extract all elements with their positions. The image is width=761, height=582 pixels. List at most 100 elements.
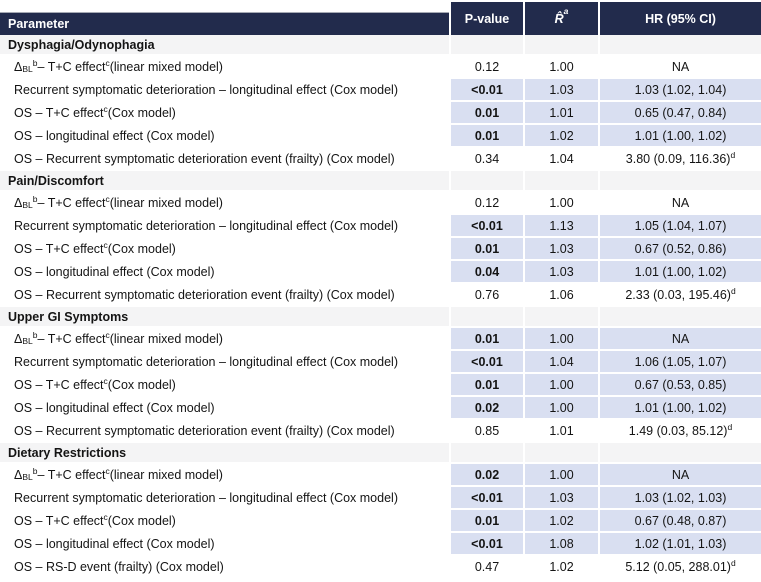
r-hat-cell: 1.03 xyxy=(523,261,598,284)
parameter-cell: OS – T+C effect c (Cox model) xyxy=(0,374,449,397)
hr-ci-cell: 1.05 (1.04, 1.07) xyxy=(598,215,761,238)
hr-ci-cell: 1.06 (1.05, 1.07) xyxy=(598,351,761,374)
section-empty-p-cell xyxy=(449,307,523,328)
hr-ci-cell: 1.01 (1.00, 1.02) xyxy=(598,125,761,148)
data-row: OS – longitudinal effect (Cox model) 0.02… xyxy=(0,397,761,420)
data-row: Recurrent symptomatic deterioration – lo… xyxy=(0,487,761,510)
section-title-cell: Upper GI Symptoms xyxy=(0,307,449,328)
column-header-label: R̂a xyxy=(554,5,569,26)
r-hat-cell: 1.13 xyxy=(523,215,598,238)
data-row: Δ BL b – T+C effect c (linear mixed model) 0… xyxy=(0,464,761,487)
data-row: OS – Recurrent symptomatic deterioration… xyxy=(0,420,761,443)
r-hat-cell: 1.00 xyxy=(523,56,598,79)
hr-ci-cell: NA xyxy=(598,328,761,351)
p-value-cell: 0.34 xyxy=(449,148,523,171)
section-title-cell: Dietary Restrictions xyxy=(0,443,449,464)
section-empty-r-cell xyxy=(523,443,598,464)
r-hat-cell: 1.06 xyxy=(523,284,598,307)
parameter-cell: OS – T+C effect c (Cox model) xyxy=(0,238,449,261)
parameter-cell: Δ BL b – T+C effect c (linear mixed model) xyxy=(0,192,449,215)
p-value-cell: <0.01 xyxy=(449,487,523,510)
section-empty-p-cell xyxy=(449,35,523,56)
p-value-cell: 0.76 xyxy=(449,284,523,307)
column-header-parameter: Parameter xyxy=(0,12,449,35)
data-row: OS – longitudinal effect (Cox model) <0.0… xyxy=(0,533,761,556)
r-hat-cell: 1.01 xyxy=(523,102,598,125)
r-hat-cell: 1.00 xyxy=(523,192,598,215)
data-row: OS – Recurrent symptomatic deterioration… xyxy=(0,284,761,307)
parameter-cell: OS – longitudinal effect (Cox model) xyxy=(0,125,449,148)
r-hat-cell: 1.03 xyxy=(523,238,598,261)
p-value-cell: 0.12 xyxy=(449,192,523,215)
section-empty-hr-cell xyxy=(598,35,761,56)
p-value-cell: 0.01 xyxy=(449,510,523,533)
p-value-cell: <0.01 xyxy=(449,351,523,374)
r-hat-cell: 1.03 xyxy=(523,79,598,102)
data-row: Δ BL b – T+C effect c (linear mixed model) 0… xyxy=(0,328,761,351)
parameter-cell: OS – Recurrent symptomatic deterioration… xyxy=(0,148,449,171)
section-empty-p-cell xyxy=(449,171,523,192)
table-header-row: Parameter P-value R̂a HR (95% CI) xyxy=(0,0,761,35)
hr-ci-cell: 1.01 (1.00, 1.02) xyxy=(598,261,761,284)
data-row: Recurrent symptomatic deterioration – lo… xyxy=(0,215,761,238)
parameter-cell: Recurrent symptomatic deterioration – lo… xyxy=(0,215,449,238)
section-title-cell: Pain/Discomfort xyxy=(0,171,449,192)
hr-ci-cell: 1.02 (1.01, 1.03) xyxy=(598,533,761,556)
column-header-label: Parameter xyxy=(8,17,70,31)
p-value-cell: <0.01 xyxy=(449,215,523,238)
r-hat-cell: 1.02 xyxy=(523,125,598,148)
parameter-cell: OS – Recurrent symptomatic deterioration… xyxy=(0,284,449,307)
parameter-cell: OS – Recurrent symptomatic deterioration… xyxy=(0,420,449,443)
data-row: OS – T+C effect c (Cox model) 0.01 1.03 0.67… xyxy=(0,238,761,261)
hr-ci-cell: 0.65 (0.47, 0.84) xyxy=(598,102,761,125)
hr-ci-cell: 5.12 (0.05, 288.01) d xyxy=(598,556,761,579)
parameter-cell: OS – longitudinal effect (Cox model) xyxy=(0,533,449,556)
data-row: Recurrent symptomatic deterioration – lo… xyxy=(0,79,761,102)
parameter-cell: OS – longitudinal effect (Cox model) xyxy=(0,397,449,420)
data-row: OS – Recurrent symptomatic deterioration… xyxy=(0,148,761,171)
section-empty-hr-cell xyxy=(598,443,761,464)
r-hat-cell: 1.02 xyxy=(523,510,598,533)
p-value-cell: 0.04 xyxy=(449,261,523,284)
parameter-cell: OS – T+C effect c (Cox model) xyxy=(0,510,449,533)
r-hat-cell: 1.00 xyxy=(523,397,598,420)
r-hat-cell: 1.00 xyxy=(523,464,598,487)
p-value-cell: 0.01 xyxy=(449,374,523,397)
parameter-cell: Recurrent symptomatic deterioration – lo… xyxy=(0,79,449,102)
section-header-row: Upper GI Symptoms xyxy=(0,307,761,328)
p-value-cell: 0.47 xyxy=(449,556,523,579)
r-hat-cell: 1.00 xyxy=(523,374,598,397)
data-row: OS – longitudinal effect (Cox model) 0.01… xyxy=(0,125,761,148)
hr-ci-cell: 1.03 (1.02, 1.04) xyxy=(598,79,761,102)
parameter-cell: Δ BL b – T+C effect c (linear mixed model) xyxy=(0,56,449,79)
hr-ci-cell: NA xyxy=(598,56,761,79)
section-empty-hr-cell xyxy=(598,307,761,328)
column-header-hr-ci: HR (95% CI) xyxy=(598,2,761,35)
data-row: OS – T+C effect c (Cox model) 0.01 1.00 0.67… xyxy=(0,374,761,397)
data-row: OS – RS-D event (frailty) (Cox model) 0.4… xyxy=(0,556,761,579)
data-row: Δ BL b – T+C effect c (linear mixed model) 0… xyxy=(0,192,761,215)
section-header-row: Dysphagia/Odynophagia xyxy=(0,35,761,56)
p-value-cell: 0.12 xyxy=(449,56,523,79)
p-value-cell: 0.85 xyxy=(449,420,523,443)
hr-ci-cell: 0.67 (0.48, 0.87) xyxy=(598,510,761,533)
data-row: OS – T+C effect c (Cox model) 0.01 1.01 0.65… xyxy=(0,102,761,125)
r-hat-cell: 1.04 xyxy=(523,148,598,171)
p-value-cell: <0.01 xyxy=(449,533,523,556)
r-hat-cell: 1.00 xyxy=(523,328,598,351)
hr-ci-cell: 2.33 (0.03, 195.46) d xyxy=(598,284,761,307)
hr-ci-cell: 0.67 (0.52, 0.86) xyxy=(598,238,761,261)
hr-ci-cell: 1.49 (0.03, 85.12) d xyxy=(598,420,761,443)
r-hat-cell: 1.01 xyxy=(523,420,598,443)
column-header-r-hat: R̂a xyxy=(523,2,598,35)
parameter-cell: Recurrent symptomatic deterioration – lo… xyxy=(0,351,449,374)
table-body: Dysphagia/Odynophagia Δ BL b – T+C effect c … xyxy=(0,35,761,579)
column-header-p-value: P-value xyxy=(449,2,523,35)
parameter-cell: Δ BL b – T+C effect c (linear mixed model) xyxy=(0,328,449,351)
hr-ci-cell: 1.03 (1.02, 1.03) xyxy=(598,487,761,510)
section-empty-r-cell xyxy=(523,35,598,56)
hr-ci-cell: 1.01 (1.00, 1.02) xyxy=(598,397,761,420)
p-value-cell: 0.02 xyxy=(449,397,523,420)
